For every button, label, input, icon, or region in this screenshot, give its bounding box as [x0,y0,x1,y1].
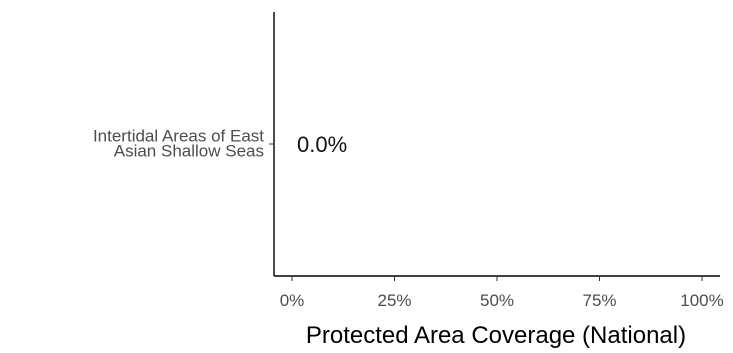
category-label: Intertidal Areas of East Asian Shallow Se… [93,127,264,161]
x-tick-label: 75% [582,291,616,310]
data-label: 0.0% [297,132,347,157]
category-axis: Intertidal Areas of East Asian Shallow Se… [93,12,275,276]
x-axis-title: Protected Area Coverage (National) [306,322,686,349]
x-tick-label: 100% [680,291,723,310]
x-tick-label: 0% [280,291,305,310]
data-labels-group: 0.0% [297,132,347,157]
x-tick-label: 25% [377,291,411,310]
x-tick-label: 50% [480,291,514,310]
x-axis: 0% 25% 50% 75% 100% [274,275,724,310]
